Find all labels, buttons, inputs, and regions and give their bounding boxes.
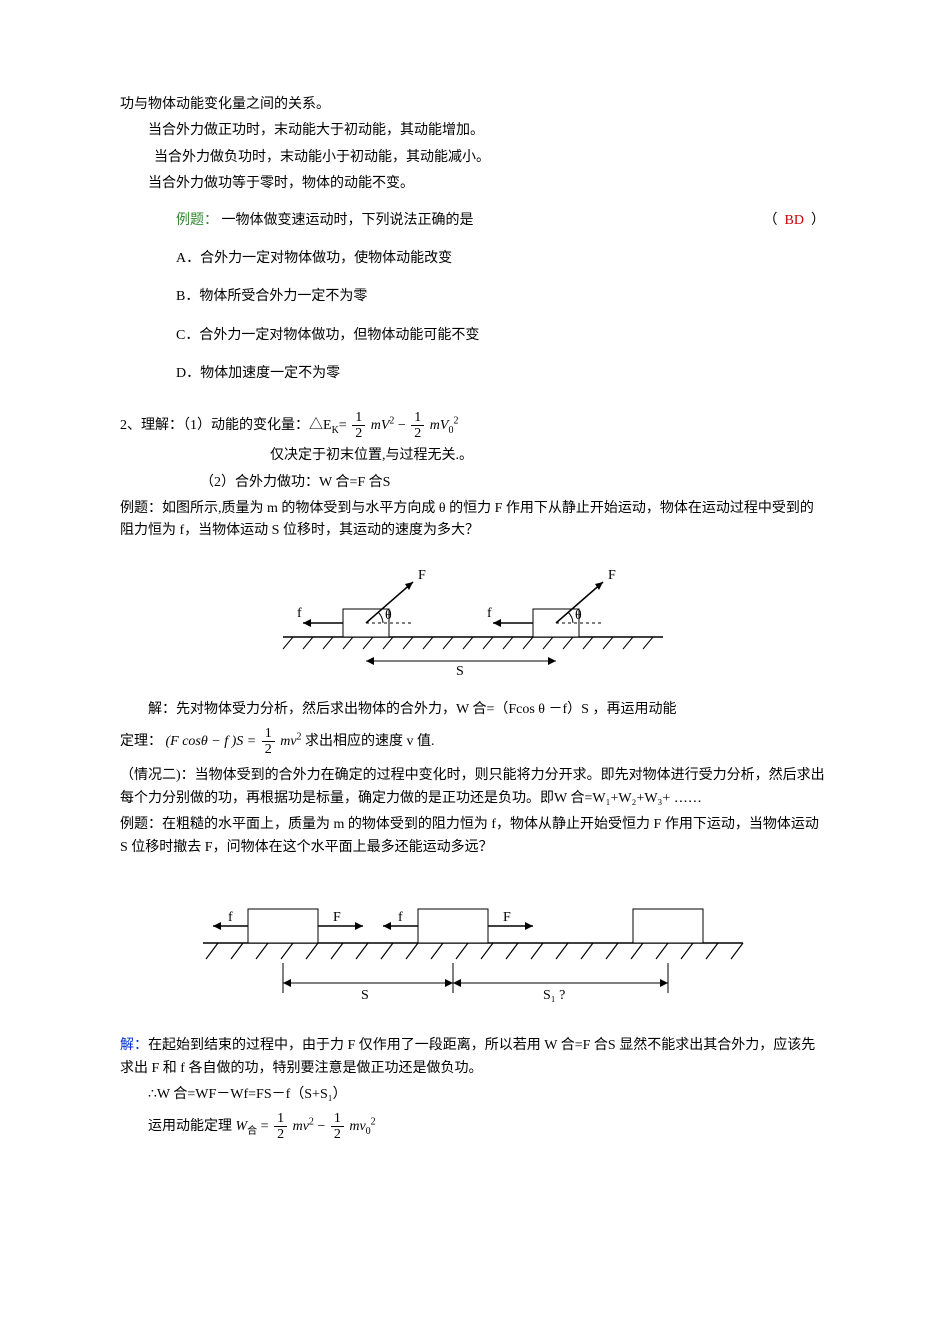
paren-open: （ <box>764 213 778 228</box>
minus2: − <box>317 1119 328 1134</box>
minus1: − <box>398 418 409 433</box>
den1: 2 <box>352 426 365 441</box>
example1-optC: C．合外力一定对物体做功，但物体动能可能不变 <box>120 325 825 347</box>
sq1: 2 <box>389 415 394 426</box>
W-he: W <box>236 1119 248 1134</box>
eq-sign: = <box>339 418 347 433</box>
diagram1-svg: F θ f F θ f S <box>263 557 683 677</box>
S-label-1: S <box>456 664 464 677</box>
num1: 1 <box>352 410 365 426</box>
frac-half-1: 12 <box>352 410 365 442</box>
F-label-b1: F <box>333 910 341 925</box>
solution1-pre: 解：先对物体受力分析，然后求出物体的合外力，W 合=（Fcos θ －f）S ，… <box>120 699 825 721</box>
sq5: 2 <box>371 1116 376 1127</box>
m2: m <box>430 418 440 433</box>
section2-problem1: 例题：如图所示,质量为 m 的物体受到与水平方向成 θ 的恒力 F 作用下从静止… <box>120 498 825 543</box>
sol2-pre: 运用动能定理 <box>148 1119 236 1134</box>
section2-sub2: （2）合外力做功：W 合=F 合S <box>120 472 825 494</box>
frac-half-2: 12 <box>411 410 424 442</box>
num2: 1 <box>411 410 424 426</box>
eq2: = <box>261 1119 272 1134</box>
he-sub: 合 <box>247 1125 257 1136</box>
intro-line1: 功与物体动能变化量之间的关系。 <box>120 94 825 116</box>
m5: m <box>349 1119 359 1134</box>
solution2-line2: ∴W 合=WF－Wf=FS－f（S+S₁） <box>120 1084 825 1106</box>
sq2: 2 <box>453 415 458 426</box>
num4: 1 <box>274 1111 287 1127</box>
section2-head-text: 2、理解：（1）动能的变化量：△E <box>120 418 332 433</box>
mv2-4: mv <box>293 1119 309 1134</box>
mv02-b: mv <box>349 1119 365 1134</box>
section2-head: 2、理解：（1）动能的变化量：△EK= 12 mV2 − 12 mV02 <box>120 410 825 442</box>
sq4: 2 <box>309 1116 314 1127</box>
S-label-2: S <box>361 988 369 1003</box>
num5: 1 <box>331 1111 344 1127</box>
sol1-lhs: (F cosθ − f )S = <box>166 734 260 749</box>
section2-note: 仅决定于初末位置,与过程无关.。 <box>120 445 825 467</box>
example1-question-row: 例题： 一物体做变速运动时，下列说法正确的是 （ BD ） <box>120 210 825 232</box>
case2-prob: 例题：在粗糙的水平面上，质量为 m 的物体受到的阻力恒为 f，物体从静止开始受恒… <box>120 814 825 859</box>
example1-question: 例题： 一物体做变速运动时，下列说法正确的是 <box>176 210 474 232</box>
example1-optD: D．物体加速度一定不为零 <box>120 363 825 385</box>
example-label: 例题： <box>176 213 218 228</box>
F-label-2: F <box>608 568 616 583</box>
W: W <box>236 1119 248 1134</box>
F-label-b2: F <box>503 910 511 925</box>
mv2-1: mV <box>371 418 390 433</box>
theta-2: θ <box>575 608 582 623</box>
sol1-label: 定理： <box>120 734 162 749</box>
example1-text: 一物体做变速运动时，下列说法正确的是 <box>222 213 474 228</box>
solution2-line3: 运用动能定理 W合 = 12 mv2 − 12 mv02 <box>120 1111 825 1143</box>
den4: 2 <box>274 1127 287 1142</box>
f-label-b1: f <box>228 910 233 925</box>
f-label-b2: f <box>398 910 403 925</box>
frac-half-3: 12 <box>262 726 275 758</box>
solution2-jie: 解： <box>120 1038 148 1053</box>
intro-line3: 当合外力做负功时，末动能小于初动能，其动能减小。 <box>120 147 825 169</box>
m1: m <box>371 418 381 433</box>
diagram2-svg: f F f F S S₁ ? <box>193 873 753 1013</box>
case2-line1: （情况二)：当物体受到的合外力在确定的过程中变化时，则只能将力分开求。即先对物体… <box>120 765 825 810</box>
mv02: mV <box>430 418 449 433</box>
den3: 2 <box>262 742 275 757</box>
F-label-1: F <box>418 568 426 583</box>
paren-close: ） <box>811 213 825 228</box>
frac-half-4: 12 <box>274 1111 287 1143</box>
sq3: 2 <box>297 731 302 742</box>
mv2-3: mv <box>280 734 296 749</box>
sol1-post: 求出相应的速度 v 值. <box>305 734 435 749</box>
intro-line2: 当合外力做正功时，末动能大于初动能，其动能增加。 <box>120 120 825 142</box>
theta-1: θ <box>385 608 392 623</box>
f-label-1: f <box>297 606 302 621</box>
diagram1: F θ f F θ f S <box>120 557 825 685</box>
S1-label: S₁ ? <box>543 988 565 1003</box>
m4: m <box>293 1119 303 1134</box>
den2: 2 <box>411 426 424 441</box>
solution2-body: 在起始到结束的过程中，由于力 F 仅作用了一段距离，所以若用 W 合=F 合S … <box>120 1038 815 1075</box>
solution1-formula: 定理： (F cosθ − f )S = 12 mv2 求出相应的速度 v 值. <box>120 726 825 758</box>
f-label-2: f <box>487 606 492 621</box>
solution2-line1: 解：在起始到结束的过程中，由于力 F 仅作用了一段距离，所以若用 W 合=F 合… <box>120 1035 825 1080</box>
sub0b: 0 <box>366 1125 371 1136</box>
diagram2: f F f F S S₁ ? <box>120 873 825 1021</box>
frac-half-5: 12 <box>331 1111 344 1143</box>
example1-optA: A．合外力一定对物体做功，使物体动能改变 <box>120 248 825 270</box>
m3: m <box>280 734 290 749</box>
sub0a: 0 <box>448 424 453 435</box>
num3: 1 <box>262 726 275 742</box>
example1-answer: BD <box>785 213 804 228</box>
example1-answer-group: （ BD ） <box>764 210 825 232</box>
ek-sub: K <box>332 424 339 435</box>
intro-line4: 当合外力做功等于零时，物体的动能不变。 <box>120 173 825 195</box>
example1-optB: B．物体所受合外力一定不为零 <box>120 286 825 308</box>
den5: 2 <box>331 1127 344 1142</box>
